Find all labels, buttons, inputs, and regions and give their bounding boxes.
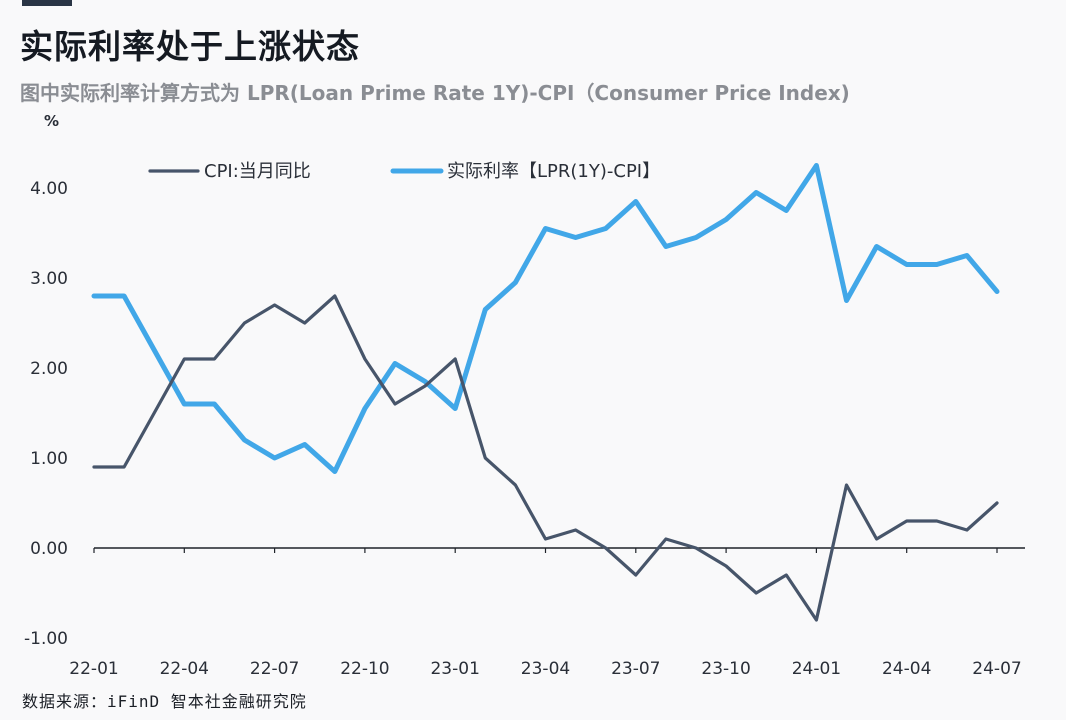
x-tick-label: 22-04 [160,659,209,679]
cpi-series-line [92,294,999,622]
y-tick-label: 0.00 [30,539,68,559]
legend-label: CPI:当月同比 [204,161,311,182]
x-tick-label: 23-10 [701,659,750,679]
x-tick-label: 22-10 [340,659,389,679]
real-rate-series-line [91,163,1000,474]
x-tick-label: 24-04 [882,659,931,679]
x-tick-label: 23-01 [430,659,479,679]
y-tick-label: 2.00 [30,359,68,379]
y-tick-label: 3.00 [30,269,68,289]
legend-label: 实际利率【LPR(1Y)-CPI】 [447,161,660,182]
x-tick-label: 24-07 [972,659,1021,679]
x-tick-label: 24-01 [792,659,841,679]
chart-subtitle: 图中实际利率计算方式为 LPR(Loan Prime Rate 1Y)-CPI（… [20,81,850,105]
y-tick-label: -1.00 [24,629,68,649]
data-source-note: 数据来源：iFinD 智本社金融研究院 [22,692,307,711]
x-tick-label: 22-01 [69,659,118,679]
top-accent-bar [22,0,72,6]
y-tick-label: 4.00 [30,179,68,199]
chart-title: 实际利率处于上涨状态 [20,27,360,66]
x-tick-label: 22-07 [250,659,299,679]
x-tick-label: 23-07 [611,659,660,679]
x-tick-label: 23-04 [521,659,570,679]
y-axis-unit-label: % [44,112,59,130]
y-tick-label: 1.00 [30,449,68,469]
